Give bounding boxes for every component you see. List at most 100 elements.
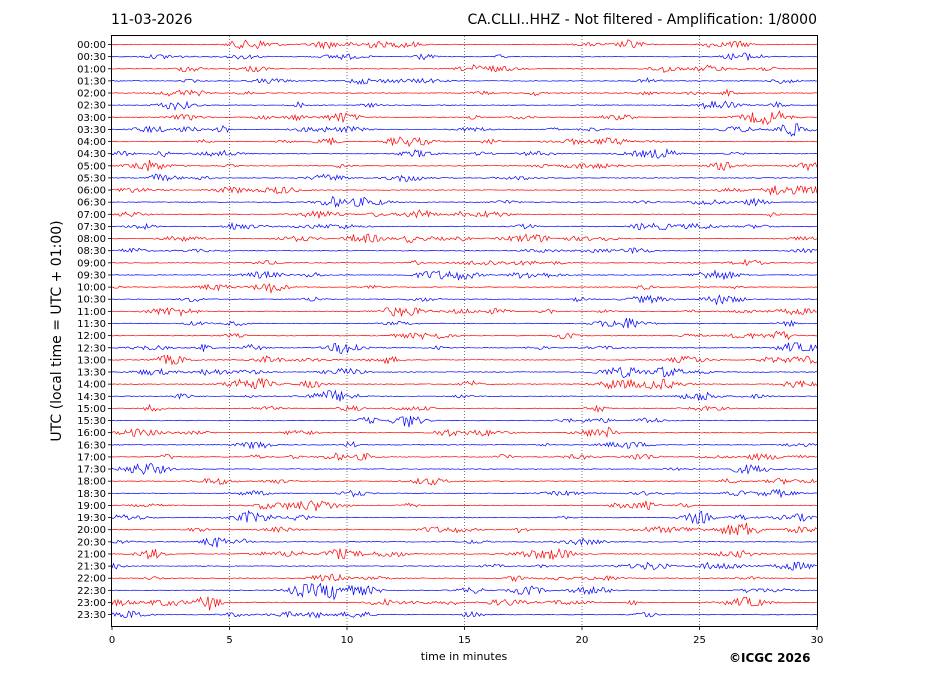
y-tick-label: 02:00 [77,89,106,100]
y-tick-label: 03:00 [77,113,106,124]
y-tick-label: 19:00 [77,501,106,512]
y-tick-label: 13:00 [77,355,106,366]
trace-row [111,509,818,525]
trace-row [111,269,818,281]
y-tick-label: 08:00 [77,234,106,245]
trace-row [111,354,818,366]
y-tick-label: 09:30 [77,270,106,281]
x-tick-label: 5 [226,635,232,646]
trace-row [111,136,818,147]
trace-row [111,573,818,582]
trace-row [111,452,818,461]
trace-row [111,403,818,414]
y-tick-label: 15:00 [77,404,106,415]
trace-row [111,173,818,183]
trace-row [111,547,818,560]
trace-row [111,123,818,137]
y-tick-label: 17:30 [77,465,106,476]
trace-row [111,441,818,450]
y-tick-label: 20:30 [77,537,106,548]
trace-row [111,342,818,354]
y-tick-label: 14:30 [77,392,106,403]
x-tick-label: 0 [109,635,115,646]
trace-row [111,522,818,536]
trace-row [111,77,818,85]
x-tick-label: 30 [811,635,824,646]
y-tick-label: 06:30 [77,198,106,209]
trace-row [111,64,818,73]
x-tick-label: 25 [693,635,706,646]
y-tick-label: 18:30 [77,489,106,500]
y-tick-label: 21:00 [77,549,106,560]
y-tick-label: 02:30 [77,101,106,112]
trace-row [111,582,818,601]
y-tick-label: 03:30 [77,125,106,136]
trace-row [111,610,818,619]
x-axis-ticks: 0 5 10 15 20 25 30 [109,626,824,646]
y-tick-label: 09:00 [77,258,106,269]
y-tick-label: 11:30 [77,319,106,330]
y-tick-label: 10:30 [77,295,106,306]
grid-lines [229,36,700,626]
trace-row [111,110,818,126]
y-tick-label: 01:30 [77,76,106,87]
y-tick-label: 21:30 [77,562,106,573]
trace-row [111,100,818,111]
y-tick-label: 05:00 [77,161,106,172]
trace-row [111,477,818,486]
date-label: 11-03-2026 [111,12,193,28]
trace-row [111,596,818,611]
y-tick-label: 04:30 [77,149,106,160]
y-tick-label: 08:30 [77,246,106,257]
trace-row [111,159,818,172]
x-tick-label: 10 [341,635,354,646]
y-tick-label: 00:30 [77,52,106,63]
trace-row [111,500,818,511]
y-tick-label: 20:00 [77,525,106,536]
y-tick-label: 07:30 [77,222,106,233]
trace-row [111,488,818,499]
trace-row [111,415,818,428]
y-tick-label: 17:00 [77,452,106,463]
y-tick-label: 16:30 [77,440,106,451]
x-tick-label: 15 [458,635,471,646]
y-tick-label: 13:30 [77,368,106,379]
y-tick-label: 06:00 [77,186,106,197]
trace-row [111,233,818,244]
trace-row [111,209,818,219]
x-axis-label: time in minutes [420,650,508,663]
trace-row [111,148,818,159]
y-tick-label: 14:00 [77,380,106,391]
y-tick-label: 05:30 [77,173,106,184]
y-axis-label: UTC (local time = UTC + 01:00) [49,220,65,442]
y-tick-label: 15:30 [77,416,106,427]
y-tick-label: 01:00 [77,64,106,75]
trace-row [111,330,818,341]
x-tick-label: 20 [576,635,589,646]
trace-row [111,462,818,475]
y-tick-label: 19:30 [77,513,106,524]
trace-row [111,426,818,439]
trace-row [111,561,818,571]
y-tick-label: 22:30 [77,586,106,597]
trace-row [111,366,818,379]
copyright-label: ©ICGC 2026 [729,651,811,665]
trace-row [111,185,818,196]
y-tick-label: 12:00 [77,331,106,342]
trace-row [111,258,818,267]
trace-row [111,307,818,318]
y-tick-label: 04:00 [77,137,106,148]
chart-title: CA.CLLI..HHZ - Not filtered - Amplificat… [467,12,817,28]
y-tick-label: 18:00 [77,477,106,488]
trace-row [111,389,818,402]
trace-row [111,247,818,255]
trace-row [111,377,818,391]
y-tick-label: 00:00 [77,40,106,51]
trace-row [111,283,818,294]
y-tick-label: 16:00 [77,428,106,439]
trace-row [111,317,818,329]
y-tick-label: 07:00 [77,210,106,221]
